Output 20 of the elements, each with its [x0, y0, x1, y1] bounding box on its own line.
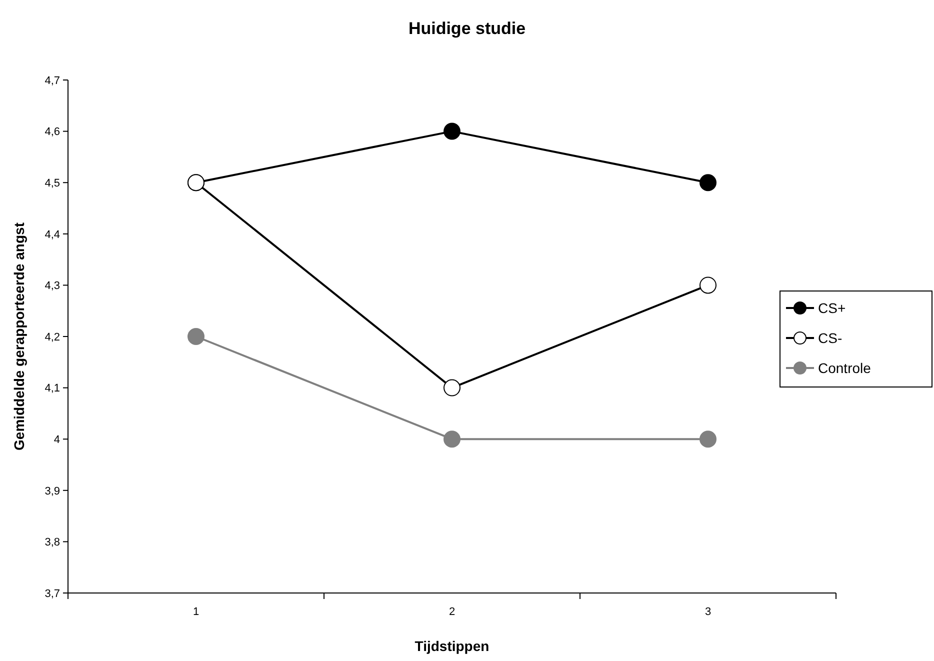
x-tick-label: 2 — [448, 606, 456, 618]
legend-label: CS+ — [818, 300, 846, 316]
y-tick-label: 4,7 — [44, 74, 60, 87]
x-axis-title: Tijdstippen — [414, 638, 490, 654]
y-tick-label: 3,8 — [44, 536, 60, 549]
x-tick-label: 1 — [192, 606, 200, 618]
x-tick-label: 3 — [704, 606, 712, 618]
legend-label: CS- — [818, 330, 842, 346]
y-tick-label: 4,4 — [44, 228, 60, 241]
y-tick-label: 4,1 — [44, 382, 60, 395]
chart-title: Huidige studie — [408, 19, 526, 38]
y-tick-label: 4,5 — [44, 177, 60, 190]
y-tick-label: 3,9 — [44, 485, 60, 498]
y-axis-title: Gemiddelde gerapporteerde angst — [11, 222, 27, 450]
y-tick-label: 4 — [54, 434, 60, 446]
y-tick-label: 4,6 — [44, 126, 60, 138]
y-tick-label: 3,7 — [44, 588, 60, 600]
y-tick-label: 4,3 — [44, 280, 60, 292]
y-tick-label: 4,2 — [44, 331, 60, 344]
legend-label: Controle — [818, 360, 872, 376]
